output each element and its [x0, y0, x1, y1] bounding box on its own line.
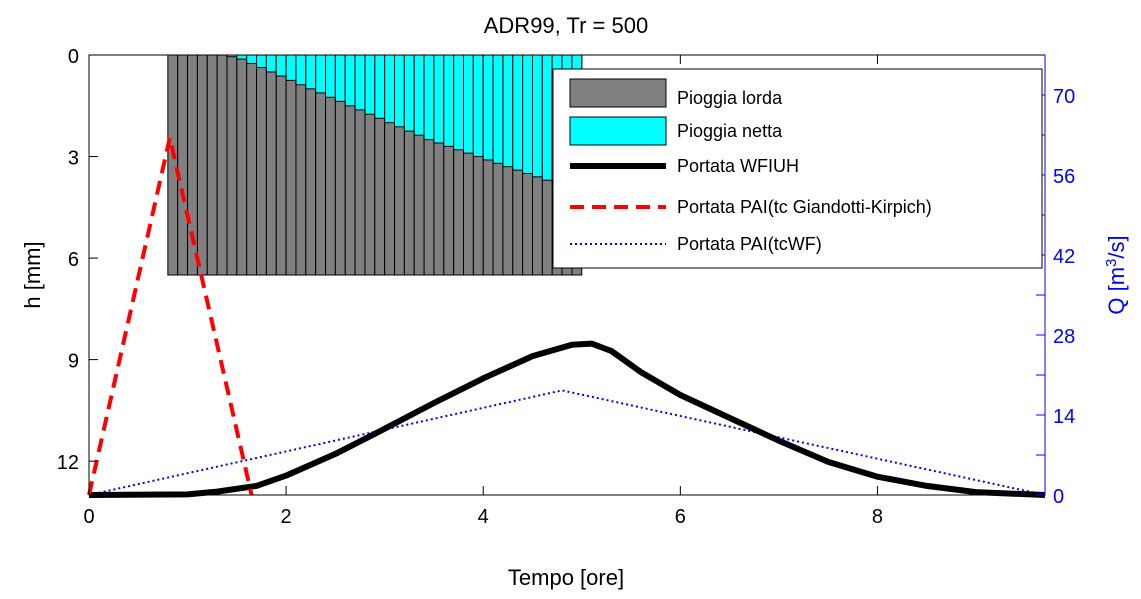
rain-bar-gross: [256, 54, 267, 276]
rain-bar-net: [256, 54, 267, 69]
chart-title: ADR99, Tr = 500: [484, 13, 648, 38]
series-line-pai-tcwf: [88, 389, 1046, 496]
rain-bar-net: [522, 54, 534, 174]
rain-bar-net: [541, 54, 553, 181]
x-tick-label: 0: [83, 506, 94, 528]
rain-bar-gross: [167, 54, 179, 276]
right-tick-label: 42: [1053, 246, 1075, 268]
left-tick-label: 12: [57, 452, 79, 474]
legend-label-gross: Pioggia lorda: [677, 88, 783, 108]
series-line-wfiuh: [88, 340, 1046, 498]
rain-bar-net: [443, 54, 455, 147]
rain-bars: [167, 54, 583, 276]
right-tick-label: 0: [1053, 486, 1064, 508]
rain-bar-gross: [196, 54, 208, 276]
right-axis-label: Q [m3/s]: [1103, 235, 1129, 314]
rain-bar-net: [265, 54, 277, 73]
legend-label-pai-gk: Portata PAI(tc Giandotti-Kirpich): [677, 197, 932, 217]
discharge-lines: [87, 137, 1046, 498]
x-axis-label: Tempo [ore]: [508, 565, 624, 590]
rain-bar-net: [285, 54, 297, 81]
rain-bar-net: [344, 54, 356, 107]
rain-bar-net: [334, 54, 346, 102]
rain-bar-net: [354, 54, 366, 111]
left-axis-ticks: 0 3 6 9 12: [57, 46, 98, 474]
rain-bar-net: [472, 54, 484, 158]
rain-bar-net: [413, 54, 425, 136]
x-tick-label: 4: [478, 506, 489, 528]
rain-bar-net: [315, 54, 327, 94]
legend: Pioggia lorda Pioggia netta Portata WFIU…: [552, 68, 1043, 269]
rain-bar-net: [325, 54, 336, 98]
legend-label-pai-tcwf: Portata PAI(tcWF): [677, 234, 822, 254]
rain-bar-net: [384, 54, 396, 124]
rain-bar-gross: [285, 54, 297, 276]
right-tick-label: 56: [1053, 166, 1075, 188]
x-tick-label: 6: [675, 506, 686, 528]
rain-bar-net: [433, 54, 445, 144]
left-tick-label: 0: [68, 46, 79, 68]
left-tick-label: 3: [68, 148, 79, 170]
left-axis-label: h [mm]: [20, 241, 45, 308]
rain-bar-net: [374, 54, 386, 119]
x-axis-ticks: 0 2 4 6 8: [83, 55, 883, 528]
rain-bar-net: [423, 54, 435, 141]
legend-swatch-gross: [569, 78, 667, 108]
rain-bar-gross: [216, 54, 228, 276]
rain-bar-net: [453, 54, 465, 151]
left-tick-label: 9: [68, 351, 79, 373]
rain-bar-gross: [275, 54, 287, 276]
legend-label-net: Pioggia netta: [677, 121, 783, 141]
rain-bar-net: [246, 54, 258, 64]
rain-bar-net: [364, 54, 376, 115]
left-tick-label: 6: [68, 249, 79, 271]
rain-bar-gross: [226, 54, 238, 276]
series-line-pai-gk: [87, 137, 254, 496]
right-axis-ticks: 0 14 28 42 56 70: [1036, 55, 1075, 508]
rain-bar-net: [236, 54, 248, 60]
rain-bar-net: [502, 54, 514, 168]
rain-bar-gross: [295, 54, 307, 276]
rain-bar-gross: [177, 54, 189, 276]
rain-bar-net: [482, 54, 494, 161]
rain-bar-net: [275, 54, 287, 77]
x-tick-label: 8: [872, 506, 883, 528]
rain-bar-net: [512, 54, 524, 171]
rain-bar-net: [463, 54, 474, 154]
rain-bar-net: [394, 54, 405, 128]
rain-bar-gross: [206, 54, 218, 276]
legend-label-wfiuh: Portata WFIUH: [677, 156, 799, 176]
rain-bar-gross: [265, 54, 277, 276]
rain-bar-gross: [236, 54, 248, 276]
right-tick-label: 14: [1053, 406, 1075, 428]
right-tick-label: 70: [1053, 86, 1075, 108]
right-axis-label-superscript: 3: [1103, 259, 1120, 267]
rain-bar-net: [295, 54, 307, 86]
rain-bar-net: [532, 54, 543, 178]
rain-bar-net: [492, 54, 504, 164]
right-tick-label: 28: [1053, 326, 1075, 348]
x-tick-label: 2: [281, 506, 292, 528]
legend-swatch-net: [569, 116, 667, 146]
rain-bar-net: [403, 54, 415, 132]
rain-bar-gross: [246, 54, 258, 276]
rain-bar-net: [305, 54, 317, 90]
